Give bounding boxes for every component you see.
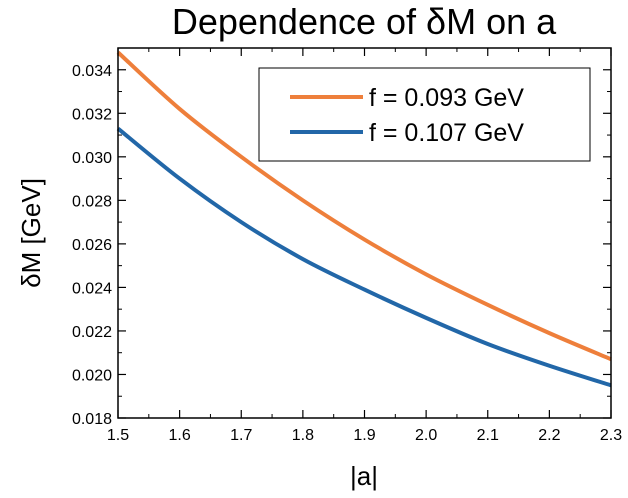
x-tick-label: 1.9 <box>353 427 375 444</box>
y-tick-label: 0.022 <box>72 324 112 341</box>
y-tick-label: 0.026 <box>72 237 112 254</box>
x-tick-label: 2.2 <box>538 427 560 444</box>
legend-label-1: f = 0.093 GeV <box>369 84 524 112</box>
y-axis-label: δM [GeV] <box>16 178 46 288</box>
series-line-1 <box>116 50 612 362</box>
y-ticks-group: 0.018 0.020 0.022 0.024 0.026 0.028 0.030 0.032… <box>72 63 611 428</box>
y-tick-label: 0.024 <box>72 280 112 297</box>
y-tick-label: 0.032 <box>72 106 112 123</box>
x-axis-label: |a| <box>350 461 378 491</box>
y-tick-label: 0.018 <box>72 411 112 428</box>
y-tick-label: 0.028 <box>72 193 112 210</box>
x-tick-label: 2.1 <box>477 427 499 444</box>
x-tick-label: 2.0 <box>415 427 437 444</box>
x-tick-label: 1.6 <box>169 427 191 444</box>
series-group <box>116 50 612 388</box>
y-tick-label: 0.020 <box>72 367 112 384</box>
legend: f = 0.093 GeV f = 0.107 GeV <box>258 67 591 162</box>
plot-frame <box>117 47 612 419</box>
series-line-2 <box>116 126 612 388</box>
y-tick-label: 0.030 <box>72 150 112 167</box>
x-tick-label: 1.8 <box>292 427 314 444</box>
x-tick-label: 1.7 <box>230 427 252 444</box>
x-tick-label: 2.3 <box>600 427 622 444</box>
x-tick-label: 1.5 <box>107 427 129 444</box>
x-ticks-group: 1.5 1.6 1.7 1.8 1.9 2.0 2.1 2.2 2.3 <box>107 48 622 444</box>
chart-title: Dependence of δM on a <box>172 1 557 42</box>
legend-box <box>258 67 591 162</box>
y-tick-label: 0.034 <box>72 63 112 80</box>
legend-label-2: f = 0.107 GeV <box>369 119 524 147</box>
